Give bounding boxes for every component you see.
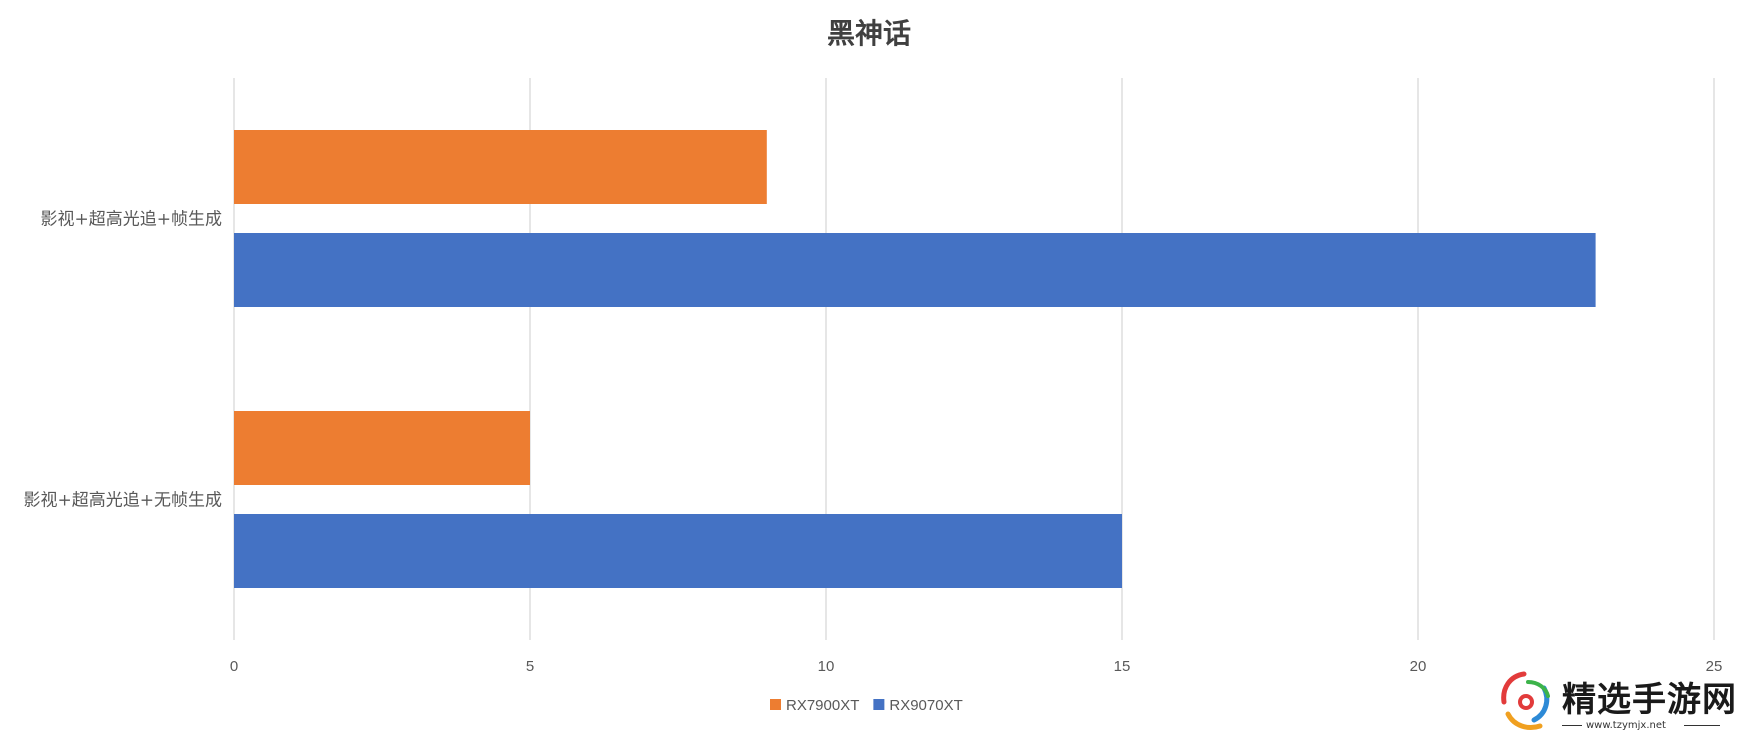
legend-swatch bbox=[770, 699, 781, 710]
x-tick-label: 5 bbox=[526, 658, 534, 675]
x-tick-label: 0 bbox=[230, 658, 238, 675]
bar-rx7900xt bbox=[234, 411, 530, 485]
chart-title: 黑神话 bbox=[827, 17, 911, 50]
x-tick-label: 15 bbox=[1114, 658, 1131, 675]
watermark-text: 精选手游网 bbox=[1562, 680, 1737, 720]
bar-rx9070xt bbox=[234, 514, 1122, 588]
x-tick-label: 20 bbox=[1410, 658, 1427, 675]
legend-label: RX9070XT bbox=[889, 697, 962, 714]
legend-label: RX7900XT bbox=[786, 697, 859, 714]
watermark-divider bbox=[1562, 725, 1582, 726]
category-label: 影视+超高光追+帧生成 bbox=[41, 210, 223, 230]
watermark-url: www.tzymjx.net bbox=[1586, 720, 1666, 731]
legend: RX7900XT RX9070XT bbox=[770, 697, 963, 714]
bars bbox=[234, 130, 1596, 588]
watermark-divider bbox=[1684, 725, 1720, 726]
watermark-logo: 精选手游网 www.tzymjx.net bbox=[1488, 668, 1736, 736]
bar-rx7900xt bbox=[234, 130, 767, 204]
watermark-swirl-icon bbox=[1501, 671, 1550, 730]
x-axis-ticks: 0 5 10 15 20 25 bbox=[230, 658, 1723, 675]
x-tick-label: 25 bbox=[1706, 658, 1723, 675]
x-tick-label: 10 bbox=[818, 658, 835, 675]
bar-rx9070xt bbox=[234, 233, 1596, 307]
legend-swatch bbox=[873, 699, 885, 710]
category-label: 影视+超高光追+无帧生成 bbox=[24, 491, 223, 511]
